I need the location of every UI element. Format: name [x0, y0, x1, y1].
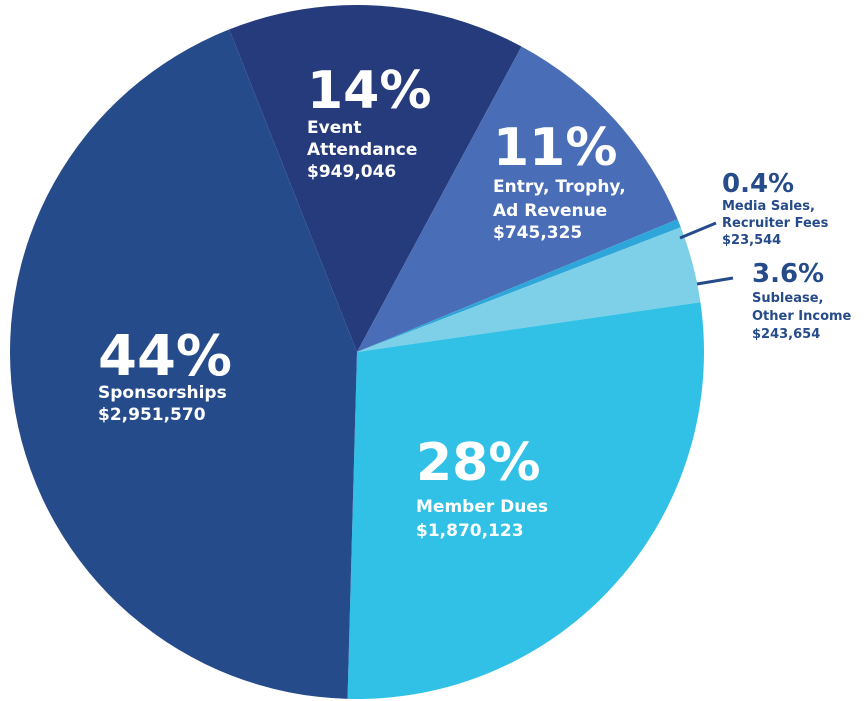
- slice-label: Sponsorships: [98, 383, 227, 403]
- pie-slice: [357, 219, 681, 352]
- slice-percent: 44%: [98, 324, 232, 389]
- slice-percent: 28%: [416, 433, 540, 493]
- slice-percent: 11%: [493, 118, 617, 178]
- slice-amount: $1,870,123: [416, 521, 524, 541]
- slice-percent: 14%: [307, 61, 431, 121]
- pie-slice: [347, 302, 704, 700]
- slice-percent: 0.4%: [722, 169, 794, 199]
- slice-label: Entry, Trophy,: [493, 177, 626, 197]
- leader-line: [679, 221, 717, 240]
- slice-amount: $745,325: [493, 223, 582, 243]
- slice-label: Ad Revenue: [493, 201, 607, 221]
- slice-label: Other Income: [752, 309, 852, 324]
- slice-label: Recruiter Fees: [722, 216, 829, 231]
- slice-amount: $2,951,570: [98, 405, 206, 425]
- pie: [10, 4, 704, 700]
- slice-amount: $23,544: [722, 233, 781, 248]
- pie-slice: [357, 227, 701, 352]
- slice-label: Sublease,: [752, 291, 823, 306]
- slice-percent: 3.6%: [752, 259, 824, 289]
- slice-label: Member Dues: [416, 497, 548, 517]
- slice-label: Event: [307, 118, 361, 138]
- pie-slice: [229, 4, 522, 352]
- pie-slice: [357, 46, 678, 352]
- slice-amount: $949,046: [307, 162, 396, 182]
- slice-label: Attendance: [307, 140, 417, 160]
- leader-line: [696, 276, 734, 286]
- slice-label: Media Sales,: [722, 199, 815, 214]
- slice-amount: $243,654: [752, 327, 820, 342]
- pie-slice: [10, 29, 358, 699]
